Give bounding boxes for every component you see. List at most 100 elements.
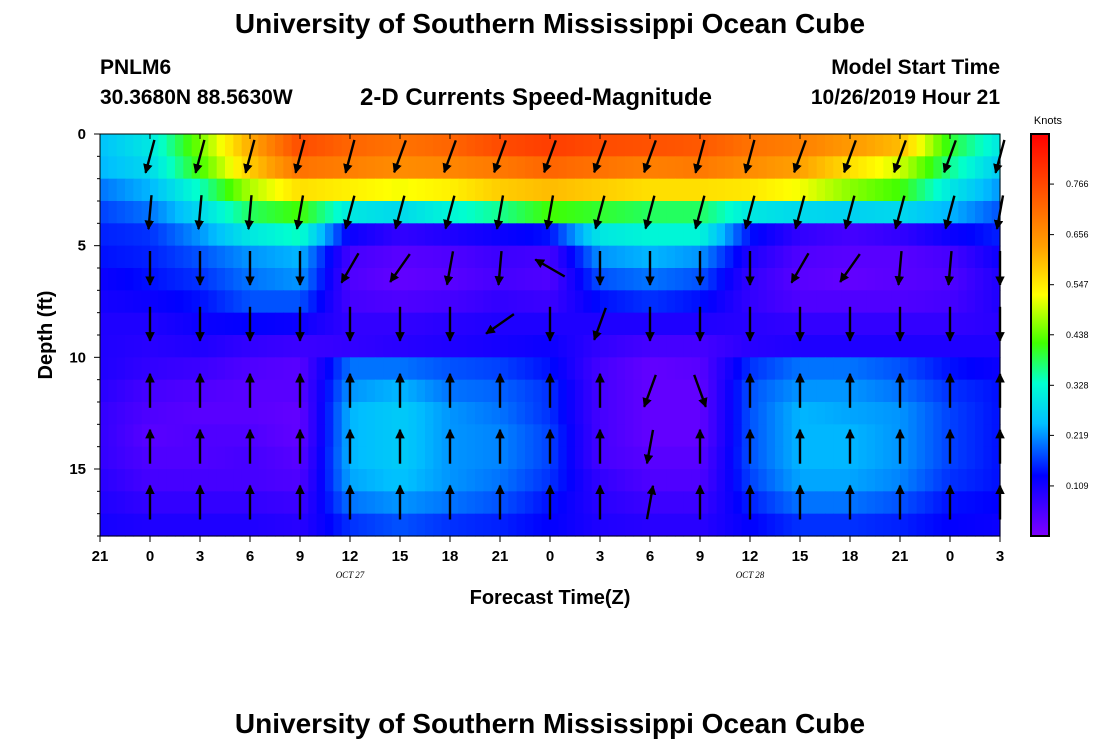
- heatmap-cell: [716, 469, 726, 492]
- heatmap-cell: [258, 357, 268, 381]
- current-vector-arrow: [842, 139, 857, 174]
- heatmap-cell: [816, 312, 826, 336]
- heatmap-cell: [425, 290, 434, 314]
- heatmap-cell: [350, 513, 359, 537]
- current-vector-arrow: [593, 195, 606, 230]
- heatmap-cell: [683, 357, 693, 381]
- heatmap-cell: [833, 201, 843, 224]
- heatmap-cell: [625, 178, 634, 202]
- heatmap-cell: [733, 491, 743, 515]
- heatmap-cell: [975, 491, 984, 515]
- heatmap-cell: [933, 178, 943, 202]
- heatmap-cell: [758, 513, 768, 537]
- heatmap-cell: [466, 357, 476, 381]
- heatmap-cell: [816, 491, 826, 515]
- heatmap-cell: [500, 357, 509, 381]
- heatmap-cell: [358, 201, 368, 224]
- heatmap-cell: [450, 424, 459, 448]
- heatmap-cell: [766, 134, 776, 157]
- heatmap-cell: [483, 223, 493, 247]
- heatmap-cell: [716, 312, 726, 336]
- heatmap-cell: [741, 469, 751, 492]
- heatmap-cell: [591, 446, 601, 470]
- heatmap-cell: [941, 402, 951, 425]
- heatmap-cell: [133, 312, 143, 336]
- heatmap-cell: [175, 402, 184, 425]
- heatmap-cell: [925, 156, 934, 180]
- heatmap-cell: [333, 379, 343, 403]
- heatmap-cell: [366, 446, 376, 470]
- heatmap-cell: [500, 223, 509, 247]
- heatmap-cell: [758, 245, 768, 269]
- heatmap-cell: [983, 201, 993, 224]
- current-vector-arrow: [343, 195, 356, 230]
- heatmap-cell: [291, 312, 301, 336]
- heatmap-cell: [541, 134, 551, 157]
- heatmap-cell: [583, 446, 593, 470]
- heatmap-cell: [450, 268, 459, 291]
- heatmap-cell: [350, 469, 359, 492]
- heatmap-cell: [850, 223, 859, 247]
- heatmap-cell: [891, 357, 901, 381]
- heatmap-cell: [441, 134, 451, 157]
- heatmap-cell: [691, 290, 701, 314]
- heatmap-cell: [450, 379, 459, 403]
- heatmap-cell: [350, 156, 359, 180]
- heatmap-cell: [758, 379, 768, 403]
- heatmap-cell: [208, 357, 218, 381]
- heatmap-cell: [925, 178, 934, 202]
- heatmap-cell: [216, 268, 226, 291]
- heatmap-cell: [850, 491, 859, 515]
- heatmap-cell: [525, 335, 534, 358]
- heatmap-cell: [958, 446, 968, 470]
- heatmap-cell: [175, 335, 184, 358]
- heatmap-cell: [766, 379, 776, 403]
- heatmap-cell: [775, 491, 784, 515]
- heatmap-cell: [300, 446, 309, 470]
- heatmap-cell: [208, 402, 218, 425]
- heatmap-cell: [875, 178, 884, 202]
- heatmap-cell: [275, 335, 284, 358]
- heatmap-cell: [841, 357, 851, 381]
- heatmap-cell: [733, 245, 743, 269]
- heatmap-cell: [225, 178, 234, 202]
- current-vector-arrow: [293, 139, 306, 174]
- heatmap-cell: [575, 268, 584, 291]
- heatmap-cell: [875, 201, 884, 224]
- heatmap-cell: [408, 446, 418, 470]
- heatmap-cell: [658, 469, 668, 492]
- heatmap-cell: [633, 379, 643, 403]
- heatmap-cell: [766, 513, 776, 537]
- heatmap-cell: [308, 156, 318, 180]
- heatmap-cell: [116, 290, 126, 314]
- heatmap-cell: [741, 357, 751, 381]
- heatmap-cell: [166, 402, 176, 425]
- heatmap-cell: [558, 268, 568, 291]
- heatmap-cell: [258, 134, 268, 157]
- heatmap-cell: [458, 290, 468, 314]
- heatmap-cell: [300, 245, 309, 269]
- heatmap-cell: [825, 245, 834, 269]
- heatmap-cell: [416, 424, 426, 448]
- heatmap-cell: [366, 290, 376, 314]
- heatmap-cell: [133, 469, 143, 492]
- heatmap-cell: [308, 178, 318, 202]
- heatmap-cell: [216, 134, 226, 157]
- heatmap-cell: [266, 335, 276, 358]
- heatmap-cell: [641, 223, 651, 247]
- heatmap-cell: [791, 357, 801, 381]
- heatmap-cell: [300, 201, 309, 224]
- heatmap-cell: [166, 469, 176, 492]
- heatmap-cell: [533, 134, 543, 157]
- heatmap-cell: [241, 312, 251, 336]
- heatmap-cell: [366, 134, 376, 157]
- heatmap-cell: [766, 201, 776, 224]
- heatmap-cell: [583, 178, 593, 202]
- heatmap-cell: [391, 379, 401, 403]
- heatmap-cell: [925, 446, 934, 470]
- heatmap-cell: [891, 223, 901, 247]
- heatmap-cell: [333, 335, 343, 358]
- heatmap-cell: [825, 424, 834, 448]
- heatmap-cell: [600, 201, 609, 224]
- heatmap-cell: [958, 335, 968, 358]
